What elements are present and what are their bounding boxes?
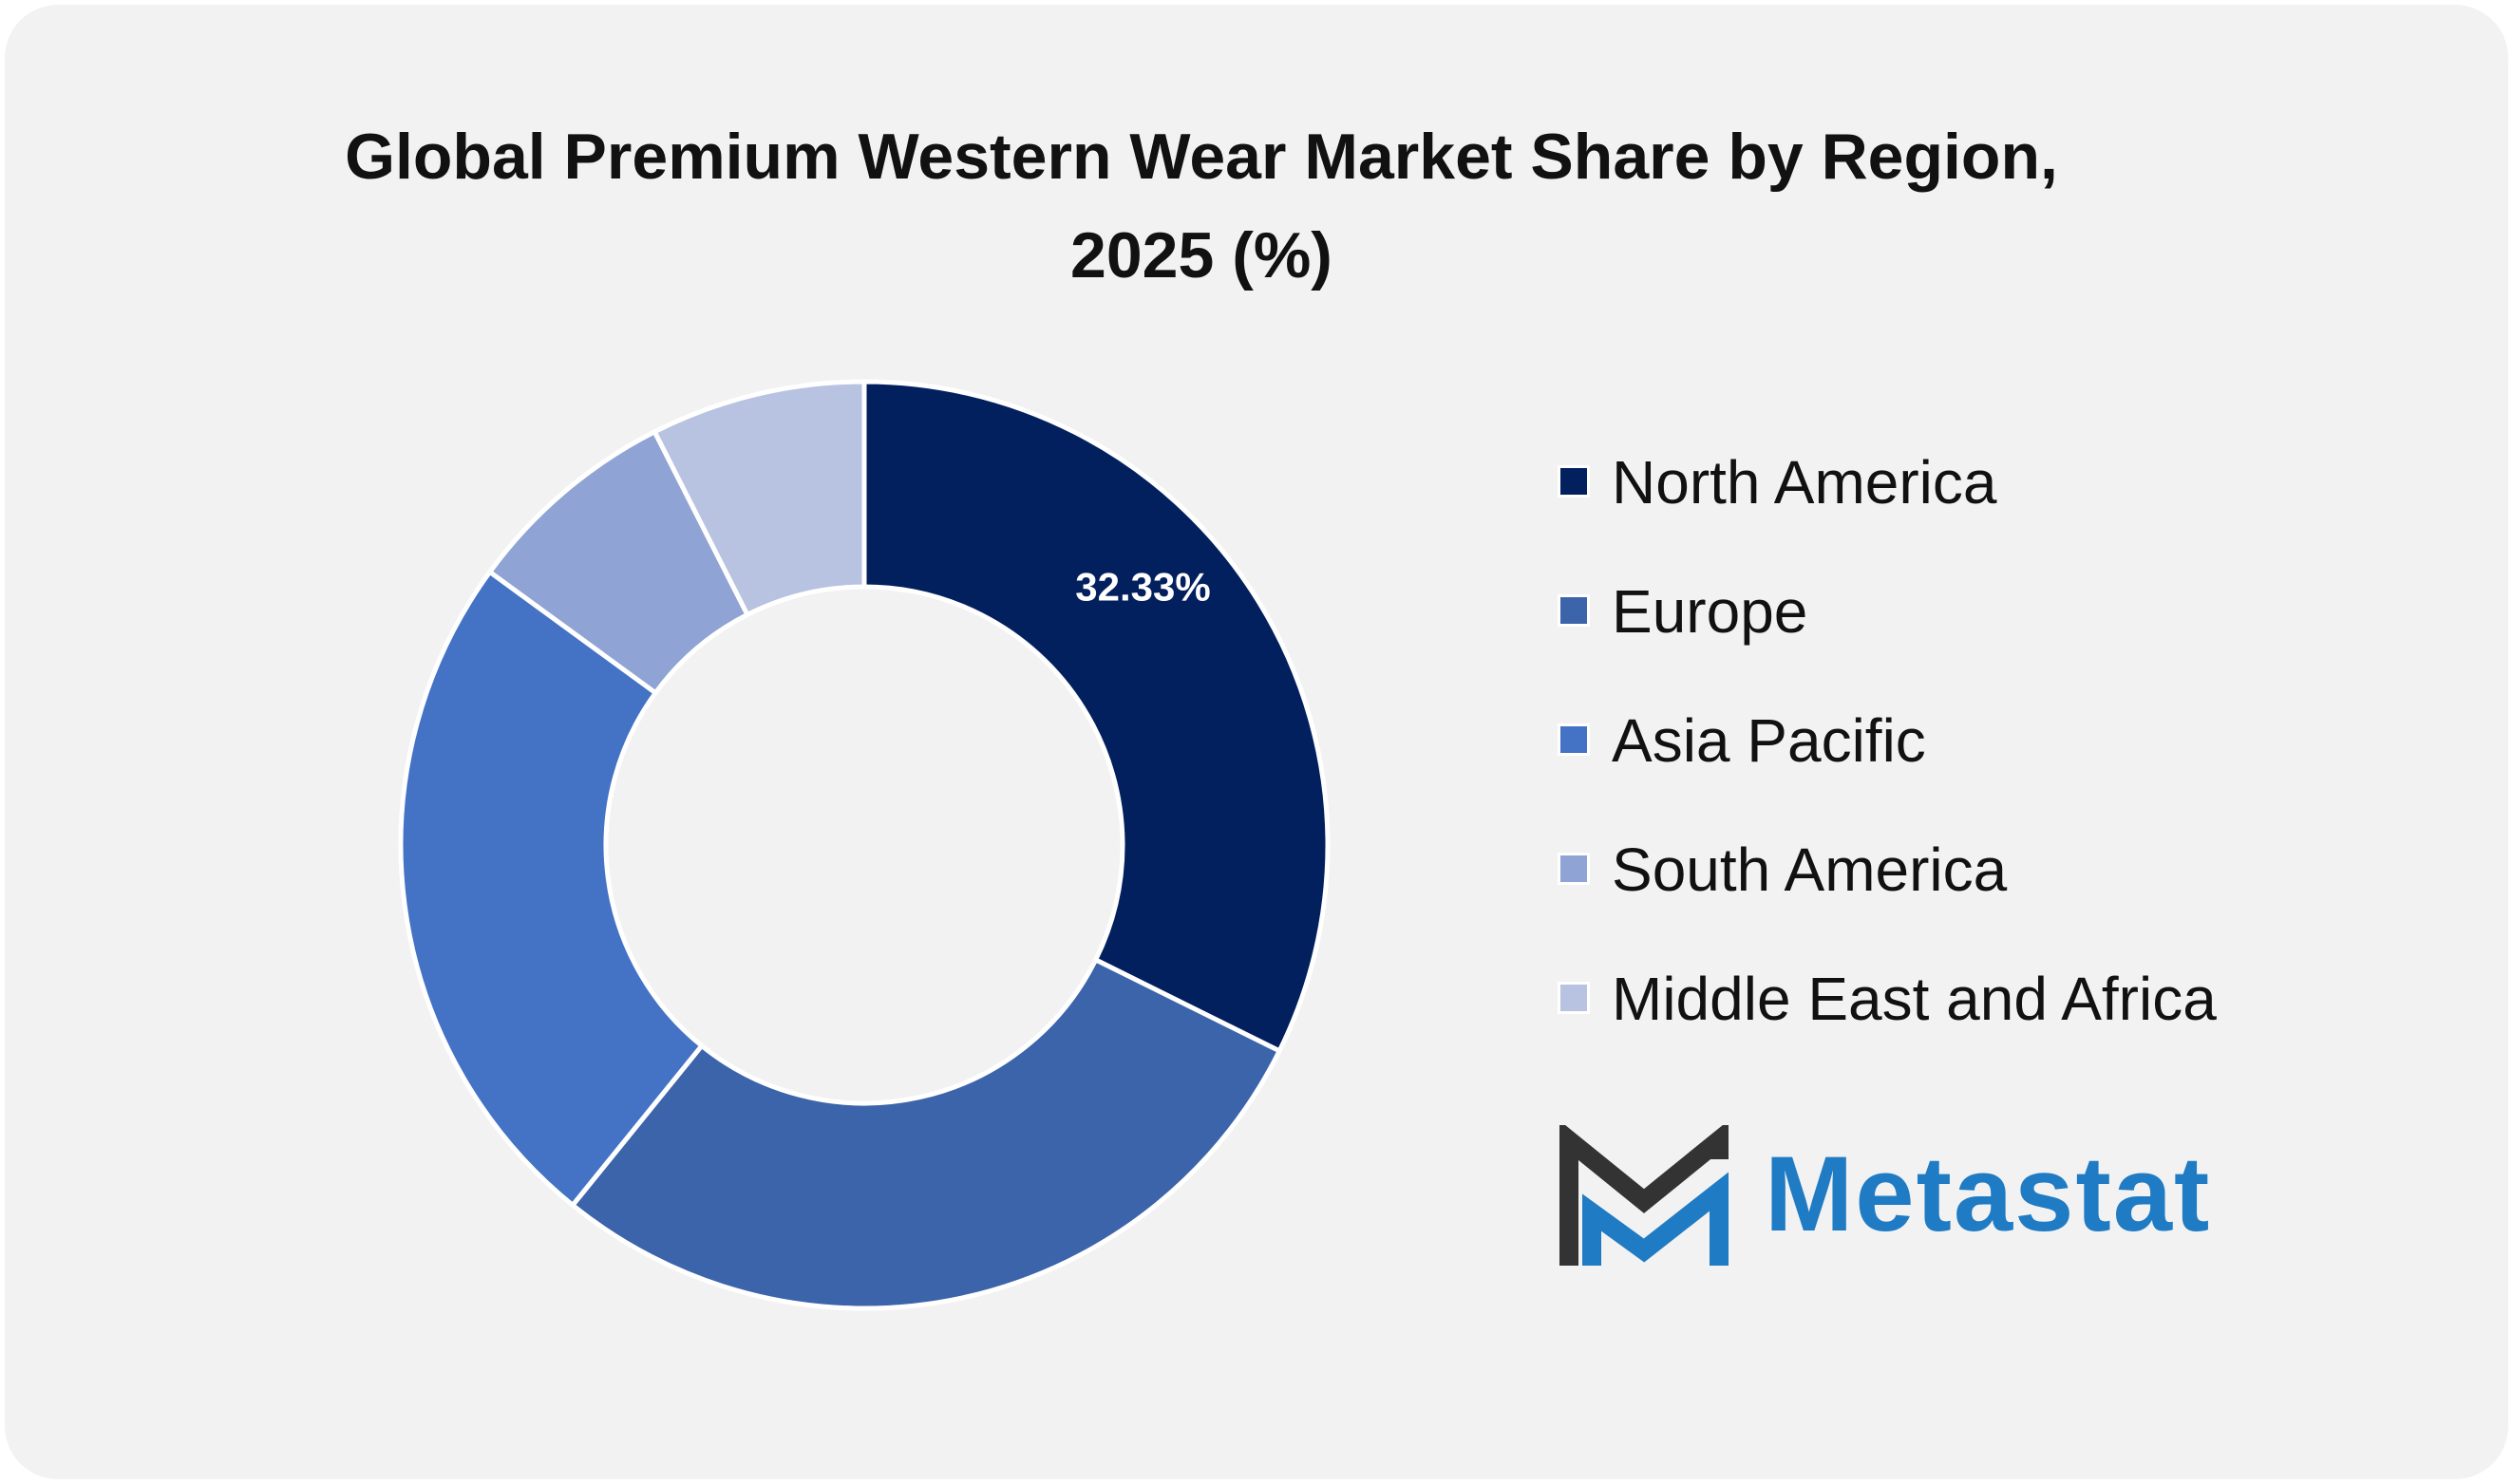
legend-swatch-asia-pacific	[1558, 723, 1590, 756]
legend-label-europe: Europe	[1612, 577, 1808, 646]
metastat-logo: Metastat	[1558, 1125, 2251, 1277]
legend-label-south-america: South America	[1612, 836, 2008, 904]
data-label-north-america: 32.33%	[1075, 565, 1210, 610]
chart-title-line-2: 2025 (%)	[1070, 219, 1332, 291]
legend-label-middle-east-and-africa: Middle East and Africa	[1612, 965, 2217, 1033]
legend-label-asia-pacific: Asia Pacific	[1612, 706, 1926, 775]
chart-title: Global Premium Western Wear Market Share…	[318, 107, 2085, 305]
logo-mark-blue-stroke	[1582, 1172, 1729, 1266]
legend-swatch-europe	[1558, 594, 1590, 627]
donut-slice-asia-pacific	[398, 569, 705, 1208]
legend-swatch-middle-east-and-africa	[1558, 982, 1590, 1014]
chart-title-line-1: Global Premium Western Wear Market Share…	[345, 121, 2058, 193]
logo-mark-dark-stroke	[1559, 1125, 1729, 1266]
legend-label-north-america: North America	[1612, 448, 1997, 517]
donut-slice-europe	[570, 957, 1282, 1311]
legend-swatch-south-america	[1558, 853, 1590, 885]
donut-slice-middle-east-and-africa	[652, 379, 867, 617]
metastat-logo-mark	[1559, 1125, 1729, 1266]
legend-swatch-north-america	[1558, 465, 1590, 498]
donut-slice-north-america	[861, 379, 1331, 1054]
logo-text: Metastat	[1765, 1135, 2212, 1253]
